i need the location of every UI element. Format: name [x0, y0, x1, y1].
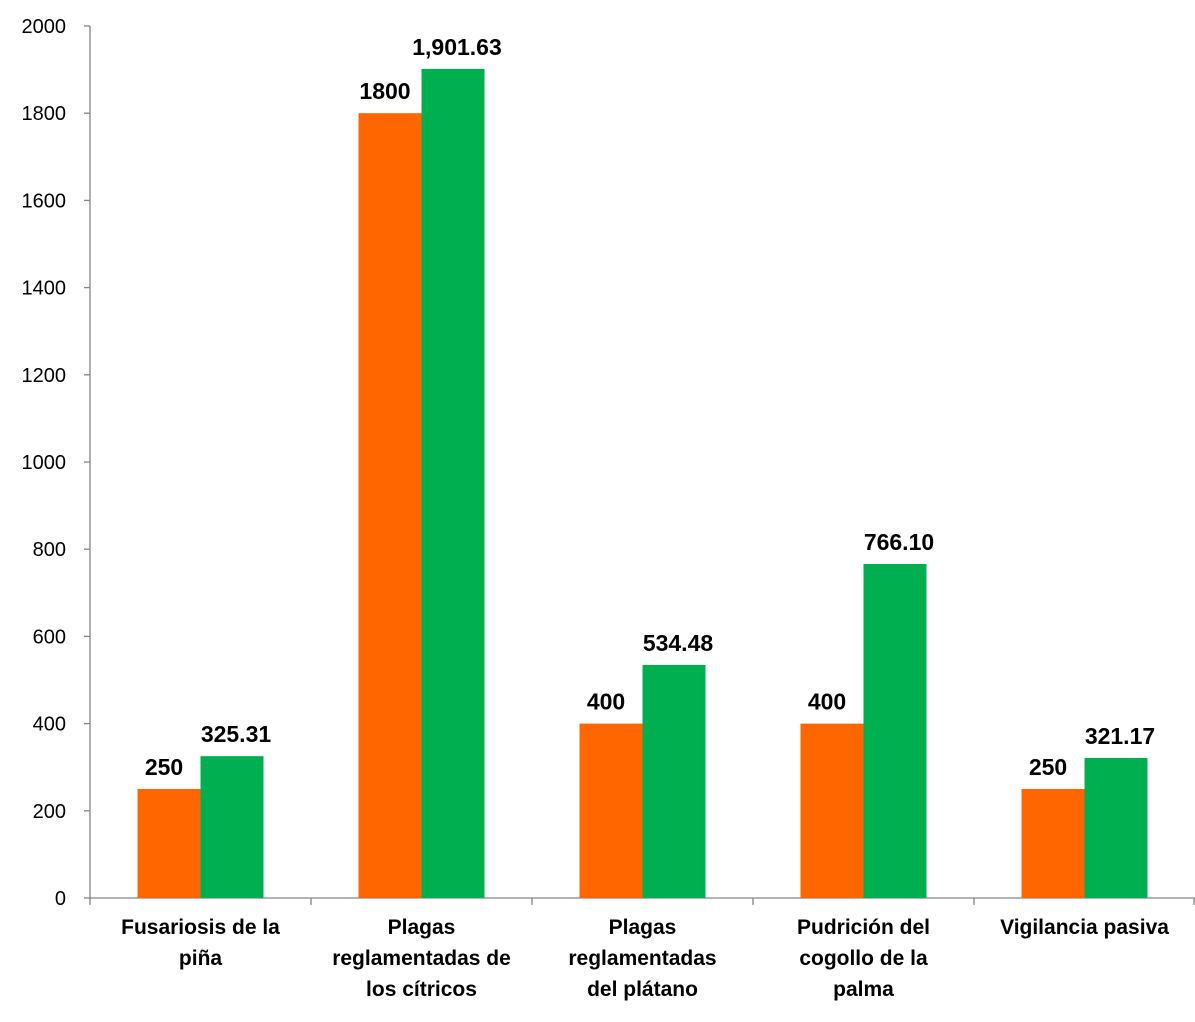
y-tick-label: 1600 — [22, 190, 67, 212]
bar-series-1 — [358, 113, 422, 898]
bar-series-1 — [137, 789, 201, 898]
data-label: 534.48 — [643, 630, 714, 656]
data-label: 1,901.63 — [412, 34, 502, 60]
data-label: 400 — [808, 689, 846, 715]
bar-series-2 — [421, 68, 485, 898]
data-label: 325.31 — [201, 721, 272, 747]
y-tick-label: 200 — [33, 801, 66, 823]
data-label: 1800 — [359, 78, 410, 104]
x-category-label: Fusariosis de la piña — [121, 916, 280, 970]
data-label: 250 — [1029, 754, 1067, 780]
bar-series-2 — [863, 563, 927, 898]
y-tick-label: 400 — [33, 714, 66, 736]
x-category-label: Plagas reglamentadas del plátano — [568, 916, 716, 1001]
y-tick-label: 2000 — [22, 16, 67, 38]
y-tick-label: 1800 — [22, 103, 67, 125]
data-label: 250 — [145, 754, 183, 780]
data-label: 400 — [587, 689, 625, 715]
bar-series-1 — [800, 723, 864, 898]
y-tick-label: 1400 — [22, 278, 67, 300]
x-category-label: Plagas reglamentadas de los cítricos — [332, 916, 511, 1001]
y-tick-label: 1200 — [22, 365, 67, 387]
bar-series-2 — [642, 664, 706, 898]
bar-series-1 — [579, 723, 643, 898]
x-category-label: Pudrición del cogollo de la palma — [797, 916, 930, 1001]
bar-series-2 — [200, 756, 264, 898]
data-label: 766.10 — [864, 529, 934, 555]
y-tick-label: 800 — [33, 539, 66, 561]
bar-series-1 — [1021, 789, 1085, 898]
data-label: 321.17 — [1085, 723, 1155, 749]
x-category-label: Vigilancia pasiva — [1000, 916, 1169, 939]
y-tick-label: 600 — [33, 626, 66, 648]
bar-series-2 — [1084, 757, 1148, 898]
y-tick-label: 1000 — [22, 452, 67, 474]
y-tick-label: 0 — [55, 888, 66, 910]
